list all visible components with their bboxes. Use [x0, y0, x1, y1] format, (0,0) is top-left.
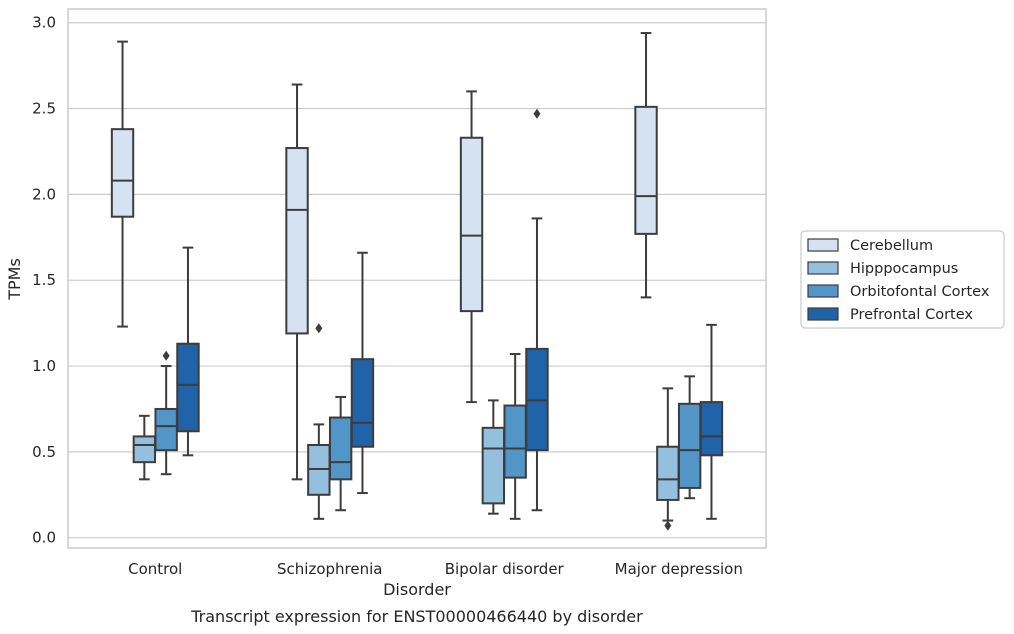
box-item [677, 375, 702, 500]
outlier-point [315, 323, 323, 334]
y-tick-label: 2.5 [32, 100, 56, 118]
box-item [154, 350, 178, 476]
box-item [132, 414, 157, 481]
y-axis-title: TPMs [5, 258, 24, 301]
box-item [503, 353, 527, 520]
legend-swatch [807, 261, 839, 275]
box-iqr [699, 401, 724, 457]
box-iqr [176, 342, 200, 433]
x-tick-label: Control [128, 560, 182, 578]
x-tick-label: Schizophrenia [277, 560, 382, 578]
y-tick-label: 3.0 [32, 14, 56, 32]
box-iqr [503, 404, 527, 479]
box-iqr [285, 147, 309, 335]
x-tick-labels: Control Schizophrenia Bipolar disorder Majo… [128, 560, 743, 578]
legend-label: Prefrontal Cortex [850, 307, 973, 323]
x-axis-title: Disorder [383, 580, 451, 599]
box-iqr [110, 128, 135, 218]
outlier-point [533, 108, 541, 119]
box-item [525, 108, 549, 512]
plot-frame [67, 8, 767, 549]
box-item [459, 90, 484, 404]
legend-swatch [807, 307, 839, 321]
y-tick-label: 1.5 [32, 271, 56, 289]
box-iqr [656, 445, 680, 501]
box-iqr [634, 105, 658, 235]
box-item [656, 387, 680, 531]
box-item [176, 246, 200, 457]
y-tick-label: 0.5 [32, 443, 56, 461]
legend-label: Orbitofontal Cortex [850, 284, 990, 300]
x-tick-label: Major depression [615, 560, 743, 578]
outlier-point [664, 520, 672, 531]
box-iqr [328, 416, 353, 481]
y-tick-label: 0.0 [32, 529, 56, 547]
box-iqr [350, 358, 375, 448]
box-item [328, 395, 353, 512]
box-item [285, 83, 309, 481]
legend-label: Hipppocampus [850, 261, 958, 277]
box-groups [110, 32, 724, 531]
box-item [634, 32, 658, 299]
box-item [110, 40, 135, 328]
legend-frame [800, 230, 1005, 329]
box-iqr [481, 426, 506, 505]
chart-caption: Transcript expression for ENST0000046644… [190, 607, 643, 626]
y-tick-label: 2.0 [32, 185, 56, 203]
box-item [350, 251, 375, 495]
legend-swatch [807, 284, 839, 298]
box-item [481, 399, 506, 515]
y-tick-label: 1.0 [32, 357, 56, 375]
y-tick-labels: 0.0 0.5 1.0 1.5 2.0 2.5 3.0 [32, 14, 56, 547]
box-item [699, 323, 724, 520]
legend-label: Cerebellum [850, 238, 933, 254]
box-iqr [132, 435, 157, 464]
outlier-point [162, 350, 170, 361]
x-tick-label: Bipolar disorder [445, 560, 565, 578]
box-iqr [459, 136, 484, 313]
legend-swatch [807, 238, 839, 252]
box-iqr [677, 402, 702, 489]
box-item [307, 323, 331, 520]
legend: Cerebellum Hipppocampus Orbitofontal Corte… [800, 230, 1005, 329]
box-iqr [154, 407, 178, 452]
